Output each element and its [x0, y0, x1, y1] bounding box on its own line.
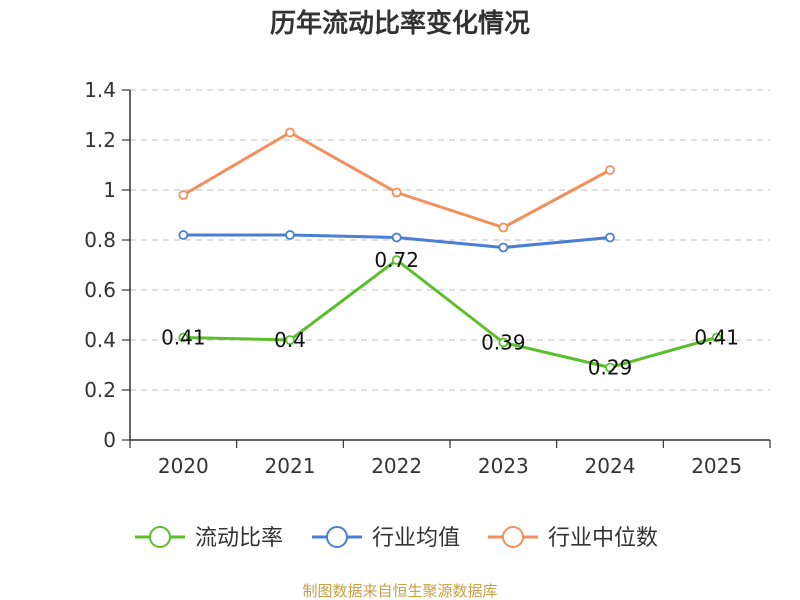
- data-point: [498, 337, 509, 348]
- data-label: 0.72: [374, 248, 419, 272]
- data-point: [391, 232, 402, 243]
- x-tick-label: 2024: [585, 454, 636, 478]
- data-point: [391, 187, 402, 198]
- data-point: [711, 332, 722, 343]
- y-tick-label: 1.4: [84, 78, 116, 102]
- source-note: 制图数据来自恒生聚源数据库: [302, 582, 497, 600]
- x-tick-label: 2020: [158, 454, 209, 478]
- legend-item[interactable]: 行业均值: [312, 526, 460, 551]
- grid-lines: [130, 89, 770, 391]
- y-tick-label: 1: [103, 178, 116, 202]
- data-point: [178, 332, 189, 343]
- data-point: [498, 222, 509, 233]
- x-tick-label: 2022: [371, 454, 422, 478]
- data-point: [605, 165, 615, 175]
- legend-label: 行业中位数: [548, 526, 658, 551]
- data-point: [285, 127, 295, 138]
- legend-label: 流动比率: [195, 526, 283, 551]
- axes: 0 0.2 0.4 0.6 0.8 1 1.2 1.4 2020 2021 2022 2023 2024…: [84, 78, 771, 478]
- legend-label: 行业均值: [372, 526, 460, 551]
- data-point: [498, 242, 509, 253]
- data-labels: 0.41 0.4 0.72 0.39 0.29 0.41: [161, 248, 739, 380]
- data-label: 0.41: [161, 326, 206, 350]
- data-point: [605, 362, 615, 373]
- chart-title: 历年流动比率变化情况: [270, 8, 530, 39]
- x-tick-label: 2025: [691, 454, 742, 478]
- legend-marker: [149, 526, 171, 548]
- legend-marker: [502, 526, 524, 548]
- series-group: [178, 127, 722, 373]
- legend-item[interactable]: 行业中位数: [488, 526, 658, 551]
- data-label: 0.41: [694, 326, 739, 350]
- y-tick-label: 0.4: [84, 328, 116, 352]
- data-label: 0.39: [481, 331, 526, 355]
- y-tick-label: 0.6: [84, 278, 116, 302]
- y-tick-label: 0.8: [84, 228, 116, 252]
- x-tick-label: 2021: [265, 454, 316, 478]
- data-label: 0.4: [274, 328, 306, 352]
- legend-marker: [326, 526, 348, 548]
- series-line: [182, 131, 611, 229]
- y-tick-label: 0: [103, 428, 116, 452]
- legend-item[interactable]: 流动比率: [135, 526, 283, 551]
- data-point: [178, 190, 189, 200]
- data-point: [285, 335, 295, 345]
- y-tick-label: 1.2: [84, 128, 116, 152]
- y-tick-label: 0.2: [84, 378, 116, 402]
- x-tick-label: 2023: [478, 454, 529, 478]
- series-line: [183, 258, 718, 369]
- data-point: [178, 230, 189, 240]
- data-point: [285, 230, 295, 240]
- data-label: 0.29: [588, 356, 633, 380]
- data-point: [391, 255, 402, 265]
- legend[interactable]: 流动比率 行业均值 行业中位数: [135, 526, 658, 551]
- data-point: [605, 232, 615, 243]
